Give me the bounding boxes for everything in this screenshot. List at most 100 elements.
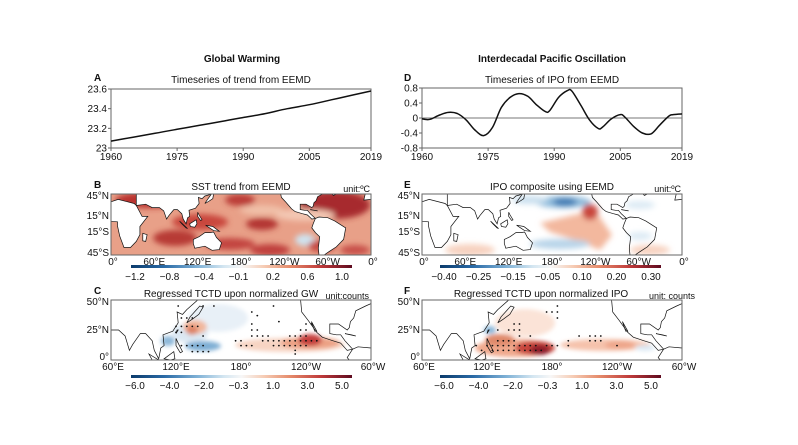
significance-dot (177, 305, 180, 307)
panel-b-title: SST trend from EEMD (191, 182, 290, 193)
significance-dot (518, 323, 521, 325)
significance-dot (294, 335, 297, 337)
panel-f-field (475, 309, 655, 357)
panel-d-ipo-line (421, 88, 683, 137)
continent-arabia-india (446, 194, 524, 225)
y-tick-label: 23.2 (88, 124, 108, 135)
continent-taiwan (486, 329, 490, 334)
map-y-tick-label: 0° (410, 352, 420, 363)
panel-c-gw-tctd-map: C Regressed TCTD upon normalized GW unit… (87, 286, 386, 392)
significance-dot (518, 344, 521, 347)
significance-dot (491, 349, 494, 352)
significance-dot (191, 344, 194, 347)
y-tick-label: 0 (412, 114, 418, 125)
continent-africa (111, 199, 149, 248)
significance-dot (294, 353, 297, 355)
significance-dot (299, 339, 302, 342)
significance-dot (556, 305, 559, 307)
panel-b-frame (110, 193, 372, 256)
map-y-tick-label: 45°S (87, 248, 109, 259)
colorbar-tick-label: 1.0 (575, 381, 589, 392)
significance-dot (288, 344, 291, 347)
colorbar-tick-label: 3.0 (301, 381, 315, 392)
significance-dot (305, 335, 307, 337)
significance-dot (180, 325, 183, 328)
continent-cuba (655, 333, 667, 337)
significance-dot (299, 335, 302, 337)
colorbar-tick-label: −0.8 (160, 272, 180, 283)
map-y-tick-label: 25°N (398, 325, 420, 336)
significance-dot (250, 329, 253, 331)
significance-dot (261, 335, 264, 337)
significance-dot (315, 339, 318, 342)
map-y-tick-label: 50°N (87, 297, 109, 308)
significance-dot (518, 329, 521, 331)
panel-label-d: D (404, 73, 411, 84)
significance-dot (578, 335, 580, 337)
colorbar-tick-label: −0.40 (431, 272, 457, 283)
significance-dot (524, 349, 526, 352)
continent-sa (346, 346, 371, 360)
significance-dot (518, 349, 521, 352)
significance-dot (529, 349, 532, 352)
significance-dot (185, 344, 188, 347)
significance-dot (310, 339, 313, 342)
significance-dot (180, 317, 183, 319)
significance-dot (256, 329, 259, 331)
panel-f-continents (422, 300, 682, 360)
significance-dot (196, 350, 199, 353)
map-x-tick-label: 120°E (184, 257, 212, 268)
significance-dot (507, 344, 510, 347)
significance-dot (250, 335, 253, 337)
significance-dot (491, 344, 494, 347)
significance-dot (196, 325, 199, 328)
panel-f-frame (421, 299, 683, 361)
panel-label-a: A (94, 73, 101, 84)
significance-dot (513, 323, 515, 325)
significance-dot (272, 344, 275, 347)
continent-na (611, 300, 682, 351)
significance-dot (261, 339, 264, 342)
panel-label-e: E (404, 180, 411, 191)
significance-dot (599, 335, 602, 337)
colorbar-tick-label: −6.0 (434, 381, 454, 392)
map-y-tick-label: 50°N (398, 297, 420, 308)
significance-dot (299, 344, 302, 347)
continent-europe (674, 194, 682, 201)
panel-e-colorbar (440, 265, 661, 268)
significance-dot (175, 325, 177, 328)
map-x-tick-label: 120°W (602, 362, 633, 373)
significance-dot (305, 339, 307, 342)
panel-e-field (445, 196, 670, 255)
column-title-global-warming: Global Warming (204, 54, 280, 65)
y-tick-label: 0.4 (404, 99, 418, 110)
significance-dot (594, 335, 597, 337)
significance-dot (551, 344, 553, 347)
significance-dot (191, 317, 194, 319)
panel-f-title: Regressed TCTD upon normalized IPO (454, 289, 629, 300)
significance-dot (272, 305, 275, 307)
significance-dot (234, 339, 237, 342)
continent-sa (622, 216, 658, 255)
map-x-tick-label: 60°E (413, 362, 435, 373)
continent-cuba (310, 209, 318, 212)
significance-dot (283, 339, 286, 342)
continent-borneo (189, 219, 198, 228)
map-x-tick-label: 120°E (162, 362, 190, 373)
column-title-ipo: Interdecadal Pacific Oscillation (478, 54, 626, 65)
panel-f-colorbar (440, 375, 661, 378)
continent-cuba (344, 333, 356, 337)
x-tick-label: 1960 (100, 152, 123, 163)
significance-dot (507, 349, 510, 352)
x-tick-label: 2005 (609, 152, 632, 163)
y-tick-label: 23 (96, 144, 108, 155)
significance-dot (545, 344, 548, 347)
panel-c-frame (110, 299, 372, 361)
panel-b-sst-trend-map: B SST trend from EEMD unit:ºC (87, 180, 378, 283)
significance-dot (513, 339, 515, 342)
x-tick-label: 2019 (671, 152, 694, 163)
y-tick-label: 23.6 (88, 85, 108, 96)
significance-dot (589, 335, 591, 337)
significance-dot (502, 349, 505, 352)
significance-dot (513, 329, 515, 331)
